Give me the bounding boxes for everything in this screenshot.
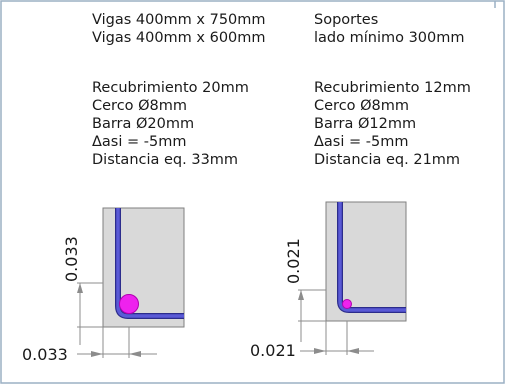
left-hdim-arrow-left	[91, 351, 103, 357]
left-stirrup-fill	[116, 208, 184, 318]
left-line-1: Vigas 400mm x 750mm	[92, 12, 266, 28]
right-bar	[342, 299, 352, 309]
right-hdim-arrow-right	[347, 348, 359, 354]
left-detail	[77, 207, 185, 358]
left-line-7: Distancia eq. 33mm	[92, 152, 239, 168]
right-line-2: lado mínimo 300mm	[314, 30, 465, 46]
right-vertical-dim-label: 0.021	[284, 238, 303, 284]
left-line-3: Recubrimiento 20mm	[92, 80, 249, 96]
left-line-4: Cerco Ø8mm	[92, 98, 188, 114]
right-line-4: Cerco Ø8mm	[314, 98, 410, 114]
right-stirrup-fill	[338, 202, 406, 312]
right-line-3: Recubrimiento 12mm	[314, 80, 471, 96]
right-line-6: Δasi = -5mm	[314, 134, 409, 150]
left-horizontal-dim-label: 0.033	[22, 345, 68, 364]
right-hdim-arrow-left	[314, 348, 326, 354]
right-horizontal-dim-label: 0.021	[250, 341, 296, 360]
left-line-2: Vigas 400mm x 600mm	[92, 30, 266, 46]
left-line-6: Δasi = -5mm	[92, 134, 187, 150]
right-vdim-arrow	[298, 290, 304, 300]
right-line-1: Soportes	[314, 12, 379, 28]
right-line-5: Barra Ø12mm	[314, 116, 417, 132]
right-line-7: Distancia eq. 21mm	[314, 152, 461, 168]
left-bar	[119, 294, 139, 314]
right-detail	[298, 201, 407, 355]
left-vdim-arrow	[77, 283, 83, 293]
left-line-5: Barra Ø20mm	[92, 116, 195, 132]
left-hdim-arrow-right	[129, 351, 141, 357]
left-vertical-dim-label: 0.033	[62, 236, 81, 282]
